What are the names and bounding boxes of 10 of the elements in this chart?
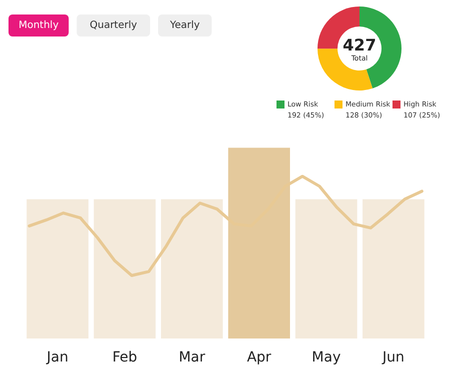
text: 427 <box>342 36 376 54</box>
x-tick-label: Apr <box>246 350 272 366</box>
x-tick-label: May <box>312 350 341 366</box>
text: Quarterly <box>90 20 138 31</box>
text: Monthly <box>18 20 59 31</box>
x-tick-label: Mar <box>178 350 206 366</box>
x-tick-label: Jan <box>46 350 68 366</box>
text: Yearly <box>168 20 200 31</box>
x-tick-label: Jun <box>382 350 404 366</box>
x-tick-label: Feb <box>112 350 138 366</box>
